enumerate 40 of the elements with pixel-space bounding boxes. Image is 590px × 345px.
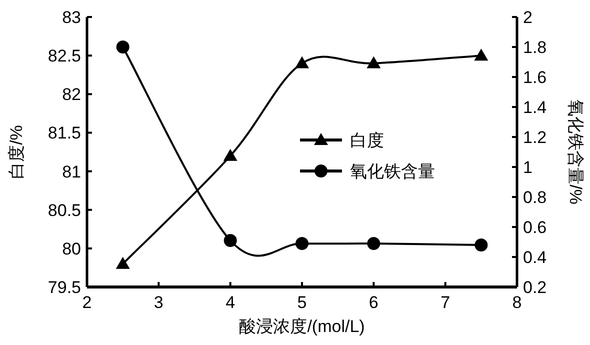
y2-axis-title: 氧化铁含量/% (566, 100, 585, 204)
point (223, 148, 238, 161)
point (224, 234, 237, 247)
y-tick-label: 81.5 (48, 124, 81, 143)
y2-tick-label: 0.8 (523, 188, 547, 207)
point (474, 238, 488, 252)
point (367, 237, 380, 250)
y2-tick-label: 0.2 (523, 278, 547, 297)
y-tick-label: 83 (62, 8, 81, 27)
point (474, 48, 488, 61)
point (295, 56, 309, 68)
x-tick-label: 7 (440, 293, 450, 312)
y2-tick-label: 1.2 (523, 128, 547, 147)
point (116, 256, 130, 269)
legend-label: 白度 (350, 131, 384, 150)
y-tick-label: 82.5 (48, 46, 81, 66)
y-tick-label: 80 (62, 239, 81, 258)
y2-tick-label: 0.6 (523, 218, 547, 237)
point (296, 237, 308, 250)
y2-tick-label: 0.4 (523, 248, 547, 267)
x-tick-label: 5 (297, 293, 307, 312)
x-tick-label: 6 (368, 293, 378, 312)
x-tick-label: 3 (154, 293, 164, 312)
y-tick-label: 79.5 (48, 278, 81, 297)
point (116, 40, 130, 54)
y2-tick-label: 1.6 (523, 68, 547, 87)
point (366, 56, 381, 68)
y-tick-label: 81 (62, 162, 81, 182)
y2-tick-label: 1.8 (523, 38, 547, 57)
y2-tick-label: 1 (523, 158, 532, 177)
x-axis-title: 酸浸浓度/(mol/L) (239, 317, 365, 336)
y2-tick-label: 1.4 (523, 98, 547, 117)
legend-label: 氧化铁含量 (350, 162, 435, 181)
y-axis-title: 白度/% (7, 125, 26, 179)
y-tick-label: 82 (62, 85, 81, 104)
y-tick-label: 80.5 (48, 200, 81, 220)
y2-tick-label: 2 (523, 8, 532, 27)
x-tick-label: 2 (82, 293, 92, 312)
x-tick-label: 4 (226, 293, 236, 312)
x-tick-label: 8 (512, 293, 522, 312)
